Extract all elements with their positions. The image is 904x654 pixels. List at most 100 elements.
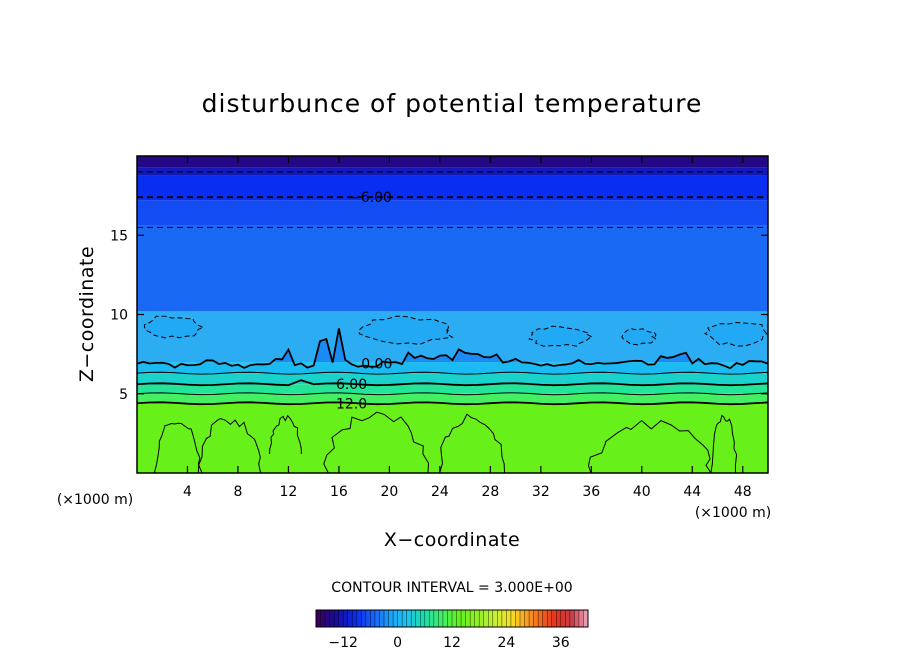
colorbar-cell xyxy=(316,610,322,627)
colorbar-cell xyxy=(442,610,448,627)
colorbar-tick-label: −12 xyxy=(328,635,358,651)
colorbar-cell xyxy=(551,610,557,627)
colorbar-cell xyxy=(388,610,394,627)
colorbar-cell xyxy=(501,610,507,627)
y-tick-label: 5 xyxy=(119,387,128,403)
colorbar-cell xyxy=(384,610,390,627)
y-tick-label: 15 xyxy=(110,228,128,244)
colorbar: −12 0 12 24 36 xyxy=(315,609,589,651)
colorbar-cell xyxy=(379,610,385,627)
colorbar-cell xyxy=(515,610,521,627)
field-band xyxy=(137,403,768,473)
colorbar-cell xyxy=(393,610,399,627)
positive-cell-contour xyxy=(269,414,302,455)
contour-interval-text: CONTOUR INTERVAL = 3.000E+00 xyxy=(331,580,572,596)
field-band xyxy=(137,225,768,312)
y-axis-label: Z−coordinate xyxy=(76,246,98,382)
x-tick-label: 48 xyxy=(734,484,752,500)
colorbar-cell xyxy=(461,610,467,627)
x-tick-label: 20 xyxy=(380,484,398,500)
colorbar-tick-label: 24 xyxy=(497,635,515,651)
colorbar-cell xyxy=(510,610,516,627)
colorbar-cell xyxy=(470,610,476,627)
colorbar-cell xyxy=(542,610,548,627)
colorbar-cell xyxy=(343,610,349,627)
colorbar-cell xyxy=(402,610,408,627)
field xyxy=(137,156,768,473)
colorbar-cell xyxy=(574,610,580,627)
field-band xyxy=(137,393,768,404)
field-band xyxy=(137,362,768,374)
negative-pocket xyxy=(529,326,592,347)
colorbar-cell xyxy=(456,610,462,627)
colorbar-cell xyxy=(447,610,453,627)
positive-cell-contour xyxy=(710,414,738,473)
contour-line xyxy=(137,371,768,375)
colorbar-cell xyxy=(329,610,335,627)
colorbar-cell xyxy=(492,610,498,627)
x-unit-right: (×1000 m) xyxy=(695,505,771,521)
negative-pocket-contour xyxy=(621,328,657,346)
colorbar-cell xyxy=(424,610,430,627)
x-tick-label: 16 xyxy=(330,484,348,500)
negative-pocket xyxy=(621,328,656,345)
negative-pocket-contour xyxy=(358,315,454,345)
contour-line xyxy=(137,379,768,387)
colorbar-cell xyxy=(520,610,526,627)
field-band xyxy=(137,373,768,385)
colorbar-frame xyxy=(315,609,589,628)
colorbar-cell xyxy=(497,610,503,627)
colorbar-cell xyxy=(452,610,458,627)
contour-line xyxy=(137,392,768,396)
field-band xyxy=(137,384,768,394)
colorbar-cell xyxy=(361,610,367,627)
colorbar-cell xyxy=(569,610,575,627)
contour-line xyxy=(137,401,768,406)
field-band xyxy=(137,167,768,176)
colorbar-cell xyxy=(506,610,512,627)
x-tick-label: 24 xyxy=(431,484,449,500)
colorbar-cell xyxy=(325,610,331,627)
colorbar-cell xyxy=(433,610,439,627)
positive-cell-contour xyxy=(153,422,203,473)
contour-label: 12.0 xyxy=(336,396,367,412)
colorbar-cell xyxy=(338,610,344,627)
positive-cell-contour xyxy=(439,413,506,473)
negative-pocket xyxy=(705,322,767,347)
colorbar-cell xyxy=(488,610,494,627)
y-tick-label: 10 xyxy=(110,308,128,324)
positive-cell-contour xyxy=(323,411,430,473)
colorbar-cell xyxy=(474,610,480,627)
colorbar-cell xyxy=(547,610,553,627)
colorbar-cell xyxy=(347,610,353,627)
x-tick-label: 32 xyxy=(532,484,550,500)
colorbar-cell xyxy=(583,610,589,627)
colorbar-cell xyxy=(365,610,371,627)
colorbar-cell xyxy=(529,610,535,627)
field-band xyxy=(137,200,768,226)
colorbar-cell xyxy=(374,610,380,627)
colorbar-cell xyxy=(556,610,562,627)
colorbar-tick-label: 0 xyxy=(393,635,402,651)
colorbar-cell xyxy=(411,610,417,627)
colorbar-cell xyxy=(415,610,421,627)
contour-label: 6.00 xyxy=(336,377,367,393)
colorbar-cell xyxy=(465,610,471,627)
colorbar-cell xyxy=(334,610,340,627)
negative-pocket-contour xyxy=(528,325,592,347)
colorbar-cell xyxy=(524,610,530,627)
colorbar-cell xyxy=(538,610,544,627)
x-unit-left: (×1000 m) xyxy=(57,492,133,508)
colorbar-cell xyxy=(560,610,566,627)
x-tick-label: 44 xyxy=(683,484,701,500)
colorbar-cell xyxy=(356,610,362,627)
colorbar-cell xyxy=(533,610,539,627)
x-axis-label: X−coordinate xyxy=(384,529,520,551)
x-tick-label: 36 xyxy=(582,484,600,500)
colorbar-cell xyxy=(479,610,485,627)
x-tick-label: 40 xyxy=(633,484,651,500)
contour-label: 0.00 xyxy=(361,357,392,373)
x-tick-label: 4 xyxy=(183,484,192,500)
